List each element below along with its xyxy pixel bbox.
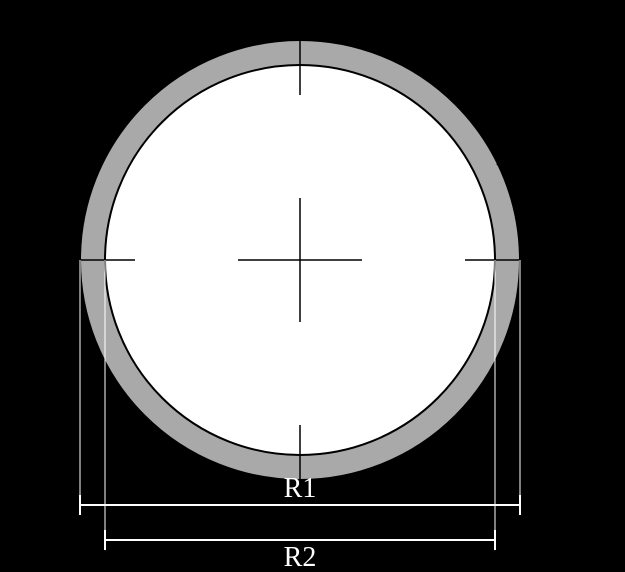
pipe-cross-section-diagram: R1 R2 bbox=[0, 0, 625, 572]
r1-label: R1 bbox=[284, 473, 317, 504]
r2-label: R2 bbox=[284, 542, 317, 572]
seam-line bbox=[497, 150, 514, 165]
